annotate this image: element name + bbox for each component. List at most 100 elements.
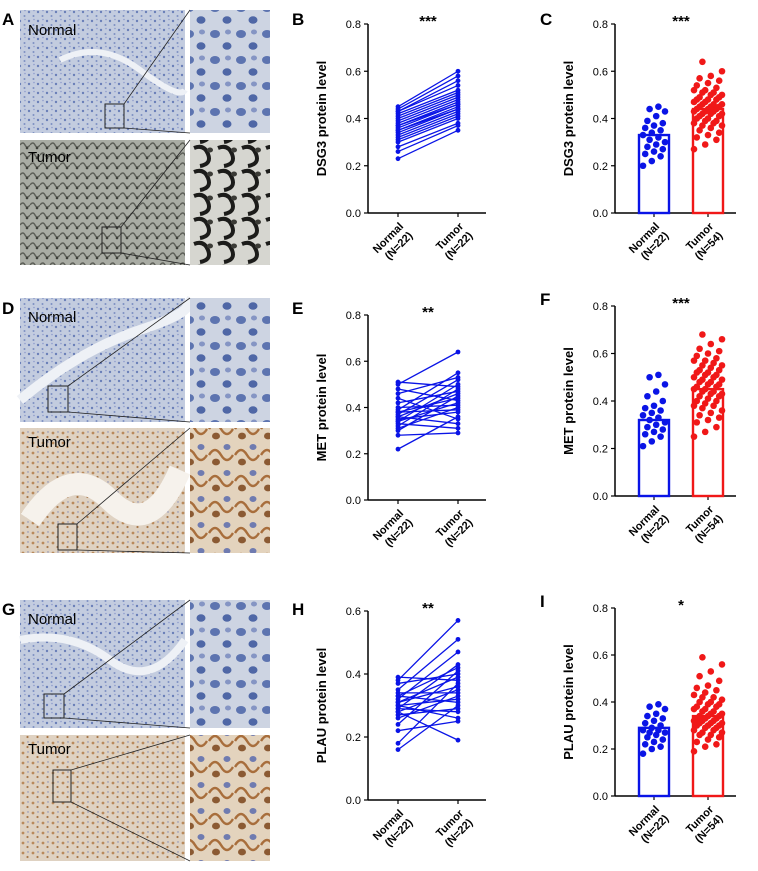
normal-point [395, 446, 401, 452]
normal-point [659, 426, 667, 433]
panel-label-a: A [2, 10, 14, 29]
tumor-point [715, 347, 723, 355]
tumor-point [455, 421, 461, 427]
tumor-point [715, 366, 723, 374]
normal-point [655, 414, 662, 421]
tumor-point [690, 402, 698, 410]
normal-point [657, 127, 664, 134]
pair-line [397, 388, 459, 427]
chart-e: 0.0 0.2 0.4 0.6 0.8 MET protein level Normal(N… [314, 304, 486, 549]
normal-point [652, 141, 660, 148]
normal-point [639, 131, 647, 139]
tumor-point [710, 388, 717, 395]
normal-point [395, 149, 401, 154]
y-axis-label: PLAU protein level [561, 644, 576, 760]
tumor-point [713, 397, 720, 405]
charts-layer: 0.0 0.2 0.4 0.6 0.8 DSG3 protein level Normal(… [314, 13, 736, 849]
normal-point [639, 442, 647, 450]
tumor-point [696, 366, 703, 374]
tumor-point [455, 737, 461, 743]
tumor-point [455, 83, 461, 88]
normal-point [639, 411, 647, 419]
tumor-point [707, 340, 715, 348]
y-tick-label: 0.6 [346, 66, 361, 78]
y-tick-label: 0.8 [593, 301, 608, 313]
tumor-point [699, 362, 706, 369]
tumor-point [718, 362, 726, 369]
x-category-label: Normal(N=22) [371, 220, 416, 265]
normal-point [652, 710, 660, 718]
tumor-point [715, 129, 723, 136]
pair-line [397, 388, 459, 402]
tumor-point [701, 86, 709, 94]
tumor-point [455, 407, 461, 413]
y-axis-label: PLAU protein level [314, 648, 329, 764]
normal-point [659, 715, 667, 722]
tumor-point [718, 719, 726, 727]
normal-point [641, 150, 649, 158]
normal-point [644, 143, 651, 151]
x-category-label: Tumor(N=54) [684, 503, 726, 545]
pair-line [397, 98, 459, 124]
normal-point [659, 736, 667, 743]
panel-label-d: D [2, 299, 14, 318]
tumor-bar [691, 387, 725, 498]
tumor-point [690, 748, 698, 755]
y-tick-label: 0.6 [346, 606, 361, 618]
panel-label-b: B [292, 10, 304, 29]
normal-point [650, 738, 658, 746]
tumor-point [701, 428, 709, 436]
tumor-point [455, 120, 461, 126]
panel-d-image [16, 295, 270, 554]
normal-point [655, 134, 662, 141]
pair-line [397, 397, 459, 420]
chart-b: 0.0 0.2 0.4 0.6 0.8 DSG3 protein level Normal(… [314, 13, 486, 265]
y-tick-label: 0.6 [593, 66, 608, 78]
y-axis-label: DSG3 protein level [561, 61, 576, 177]
pair-line [397, 96, 459, 122]
normal-point [661, 138, 669, 146]
normal-point [644, 392, 651, 400]
panel-d-normal-label: Normal [28, 309, 76, 326]
pair-line [397, 698, 459, 707]
tumor-point [718, 67, 726, 75]
y-tick-label: 0.6 [346, 356, 361, 368]
normal-point [661, 729, 669, 736]
pair-line [397, 94, 459, 120]
tumor-point [699, 58, 706, 66]
pair-line [397, 676, 459, 681]
significance-marker: *** [672, 295, 690, 312]
tumor-point [718, 91, 726, 99]
tumor-point [693, 397, 701, 405]
normal-point [648, 724, 656, 732]
tumor-point [696, 411, 703, 419]
tumor-point [455, 671, 461, 677]
tumor-point [455, 425, 461, 431]
pair-line [397, 129, 459, 160]
tumor-point [455, 665, 461, 671]
x-category-label: Tumor(N=22) [434, 507, 476, 549]
tumor-point [704, 369, 712, 376]
tumor-point [715, 381, 723, 388]
y-tick-label: 0.0 [346, 795, 361, 807]
tumor-point [455, 699, 461, 705]
normal-point [659, 397, 667, 405]
chart-c: 0.0 0.2 0.4 0.6 0.8 DSG3 protein level Normal(… [561, 13, 736, 262]
y-tick-label: 0.0 [346, 495, 361, 507]
y-tick-label: 0.4 [593, 697, 608, 709]
tumor-point [690, 691, 698, 699]
tumor-point [455, 715, 461, 721]
tumor-point [455, 68, 461, 74]
y-tick-label: 0.2 [346, 732, 361, 744]
significance-marker: *** [672, 13, 690, 30]
normal-point [648, 409, 656, 417]
normal-point [657, 722, 664, 729]
tumor-point [693, 352, 701, 360]
tumor-point [718, 407, 726, 414]
tumor-point [718, 122, 726, 129]
tumor-point [696, 75, 703, 82]
tumor-point [690, 145, 698, 153]
chart-h: 0.0 0.2 0.4 0.6 PLAU protein level Normal(N=2… [314, 600, 486, 849]
tumor-point [455, 127, 461, 133]
